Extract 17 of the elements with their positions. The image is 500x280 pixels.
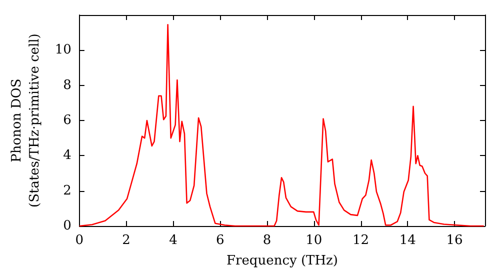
y-axis-title: Phonon DOS (States/THz·primitive cell)	[10, 33, 42, 208]
y-tick-label: 6	[63, 113, 72, 128]
y-tick-label: 8	[63, 78, 72, 93]
x-tick-label: 6	[216, 233, 224, 248]
x-tick-label: 16	[446, 233, 463, 248]
x-tick-label: 14	[399, 233, 416, 248]
x-axis-title: Frequency (THz)	[226, 253, 338, 268]
y-tick-label: 4	[63, 148, 72, 164]
x-tick-label: 4	[169, 233, 178, 248]
y-tick-label: 2	[63, 183, 72, 198]
x-tick-label: 0	[75, 233, 84, 248]
y-tick-label: 0	[63, 218, 72, 234]
x-tick-label: 8	[262, 233, 272, 248]
x-tick-label: 12	[352, 233, 370, 248]
x-tick-label: 10	[306, 233, 322, 248]
x-tick-label: 2	[122, 233, 130, 248]
y-tick-label: 10	[54, 42, 72, 58]
